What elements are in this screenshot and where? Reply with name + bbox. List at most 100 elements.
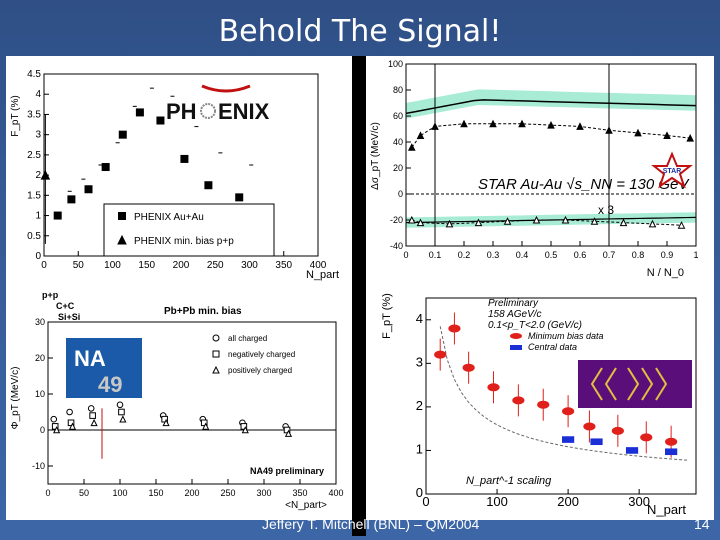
data-point xyxy=(576,122,584,130)
na49-chart: 0 50 100 150 200 250 300 350 400 -10 0 10 20 30 p+pC+C… xyxy=(10,290,344,511)
legend-marker-central xyxy=(510,345,522,350)
ceres-logo-icon xyxy=(578,360,692,408)
x-tick-label: 0.2 xyxy=(458,250,471,260)
legend-marker xyxy=(212,334,220,342)
x-tick-label: 50 xyxy=(73,260,85,271)
star-logo-icon xyxy=(651,151,693,189)
y-tick-label: 1.5 xyxy=(27,190,41,201)
data-point-central xyxy=(625,447,639,454)
data-point-min-bias xyxy=(512,396,525,405)
system-label: Si+Si xyxy=(58,312,80,322)
data-point xyxy=(518,119,526,128)
data-point xyxy=(561,215,570,224)
y-tick-label: 4.5 xyxy=(27,69,41,80)
x-tick-label: 300 xyxy=(256,488,271,498)
model-curve xyxy=(405,99,697,115)
data-point-min-bias xyxy=(462,363,475,372)
data-point xyxy=(605,126,613,134)
x-tick-label: 0.5 xyxy=(545,250,558,260)
legend-marker-au-au xyxy=(118,212,126,220)
data-point xyxy=(532,215,541,224)
legend-label: all charged xyxy=(228,334,267,343)
data-point xyxy=(663,131,671,139)
x-tick-label: 100 xyxy=(112,488,127,498)
y-tick-label: -20 xyxy=(390,215,403,225)
data-point xyxy=(119,415,127,423)
data-point xyxy=(416,131,425,139)
data-point-min-bias xyxy=(640,433,653,442)
data-point-central xyxy=(665,448,678,456)
data-point xyxy=(431,122,439,130)
x-axis-label: N_part xyxy=(306,269,339,281)
data-point xyxy=(590,217,599,225)
data-point xyxy=(407,215,416,224)
y-tick-label: 3 xyxy=(35,130,41,141)
x-tick-label: 0.4 xyxy=(516,250,529,260)
x-tick-label: 300 xyxy=(628,494,650,509)
phenix-panel: 0 50 100 150 200 250 300 350 400 0 0.5 1 1.5 2 2.5 3 3.5… xyxy=(6,56,352,288)
data-point xyxy=(445,219,454,228)
data-point xyxy=(619,218,628,227)
legend-label: PHENIX Au+Au xyxy=(134,212,204,223)
data-point-au-au xyxy=(118,130,127,139)
data-point xyxy=(90,418,98,427)
y-tick-label: 30 xyxy=(35,317,45,327)
data-point-min-bias xyxy=(665,437,678,446)
data-point-min-bias xyxy=(434,350,447,359)
x-tick-label: 0 xyxy=(422,494,429,509)
x-tick-label: 0.6 xyxy=(574,250,587,260)
y-tick-label: 2 xyxy=(416,398,423,413)
data-point-au-au xyxy=(156,116,165,125)
data-point xyxy=(547,120,555,129)
phenix-logo-text: PH xyxy=(166,99,197,124)
data-point-au-au xyxy=(204,181,213,190)
na49-panel: 0 50 100 150 200 250 300 350 400 -10 0 10 20 30 p+p C+C… xyxy=(6,288,352,520)
data-point-min-bias xyxy=(611,426,624,435)
data-point-au-au xyxy=(135,108,144,117)
star-panel: 0 0.1 0.2 0.3 0.4 0.5 0.6 0.7 0.8 0.9 1 -40 -20 0 20 40… xyxy=(366,56,714,288)
x-tick-label: 100 xyxy=(486,494,508,509)
data-point-min-bias xyxy=(583,422,596,431)
star-logo-text: STAR xyxy=(663,168,682,175)
y-tick-label: 0 xyxy=(40,425,45,435)
slide-title: Behold The Signal! xyxy=(218,14,502,49)
model-curve xyxy=(405,216,697,224)
y-tick-label: -10 xyxy=(32,461,45,471)
x-axis-label: N / N_0 xyxy=(647,267,684,279)
data-point-au-au xyxy=(235,193,244,202)
system-label: p+p xyxy=(42,290,59,300)
y-tick-label: 3.5 xyxy=(27,109,41,120)
data-point xyxy=(89,412,96,419)
x-tick-label: 200 xyxy=(184,488,199,498)
x-tick-label: 350 xyxy=(275,260,292,271)
data-point xyxy=(648,219,657,228)
data-point-au-au xyxy=(180,154,189,163)
x-tick-label: 0 xyxy=(45,488,50,498)
y-tick-label: 3 xyxy=(416,354,423,369)
y-tick-label: 1 xyxy=(416,441,423,456)
data-point xyxy=(677,221,686,229)
star-chart: 0 0.1 0.2 0.3 0.4 0.5 0.6 0.7 0.8 0.9 1 -40 -20 0 20 40… xyxy=(370,59,699,279)
error-band xyxy=(406,89,696,119)
y-tick-label: 10 xyxy=(35,389,45,399)
data-point xyxy=(503,217,512,225)
data-point xyxy=(202,422,210,430)
data-point xyxy=(241,426,249,434)
y-tick-label: 20 xyxy=(393,163,403,173)
series-line xyxy=(411,123,691,148)
data-point-au-au xyxy=(84,185,93,194)
legend-label: Central data xyxy=(528,342,577,352)
curve-label: N_part^-1 scaling xyxy=(466,475,552,487)
data-point-min-bias xyxy=(487,383,500,392)
system-label: Pb+Pb min. bias xyxy=(164,306,242,317)
data-point xyxy=(416,218,425,227)
scale-annotation: x 3 xyxy=(598,203,614,217)
x-tick-label: 0.8 xyxy=(632,250,645,260)
y-tick-label: 20 xyxy=(35,353,45,363)
y-axis-label: F_pT (%) xyxy=(381,293,393,339)
phenix-logo-icon xyxy=(201,84,251,93)
data-point xyxy=(87,405,95,412)
x-axis-label: <N_part> xyxy=(285,500,327,511)
legend-box xyxy=(103,203,275,257)
